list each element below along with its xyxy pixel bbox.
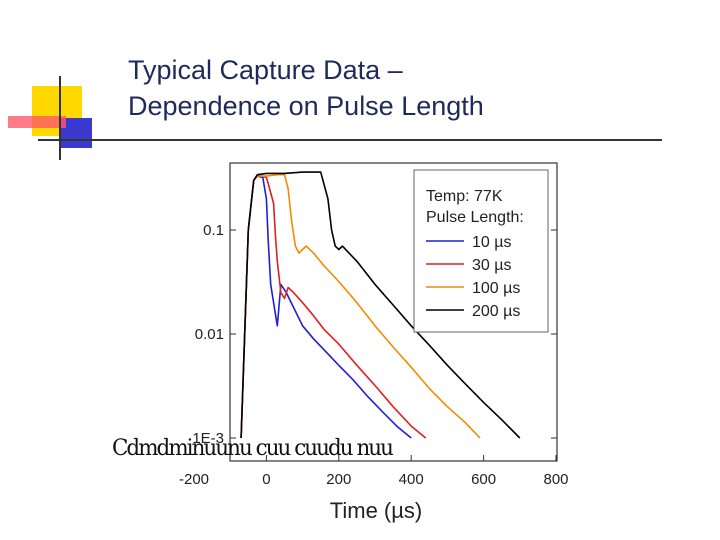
x-tick-label: 600 (471, 471, 496, 488)
legend-header-temp: Temp: 77K (426, 188, 503, 205)
legend: Temp: 77K Pulse Length: 10 µs 30 µs 100 µs… (413, 169, 549, 333)
plot-area (229, 162, 558, 462)
legend-label-2: 30 µs (472, 257, 511, 274)
legend-label-4: 200 µs (472, 303, 520, 320)
deco-red-bar (8, 116, 66, 128)
overlay-garbled-text: Cdmdminuunu cuu cuudu nuu (112, 436, 394, 461)
x-tick-label: 800 (543, 471, 568, 488)
y-tick-label: 1E-3 (192, 430, 224, 447)
x-tick-label: -200 (179, 471, 209, 488)
legend-label-1: 10 µs (472, 234, 511, 251)
series-line-4 (240, 171, 521, 439)
slide-title: Typical Capture Data – Dependence on Pul… (128, 52, 648, 124)
legend-header-pulse: Pulse Length: (426, 209, 524, 226)
x-tick-label: 0 (262, 471, 270, 488)
legend-box (413, 169, 549, 333)
series-line-3 (240, 173, 481, 439)
y-tick-label: 0.01 (195, 326, 224, 343)
x-tick-label: 200 (326, 471, 351, 488)
y-tick-label: 0.1 (203, 222, 224, 239)
x-tick-label: 400 (399, 471, 424, 488)
slide-title-line-1: Typical Capture Data – (128, 55, 403, 85)
slide-title-line-2: Dependence on Pulse Length (128, 91, 484, 121)
series-line-2 (240, 175, 427, 439)
x-axis-title: Time (µs) (330, 498, 423, 523)
slide-decoration (8, 76, 662, 160)
legend-label-3: 100 µs (472, 280, 520, 297)
